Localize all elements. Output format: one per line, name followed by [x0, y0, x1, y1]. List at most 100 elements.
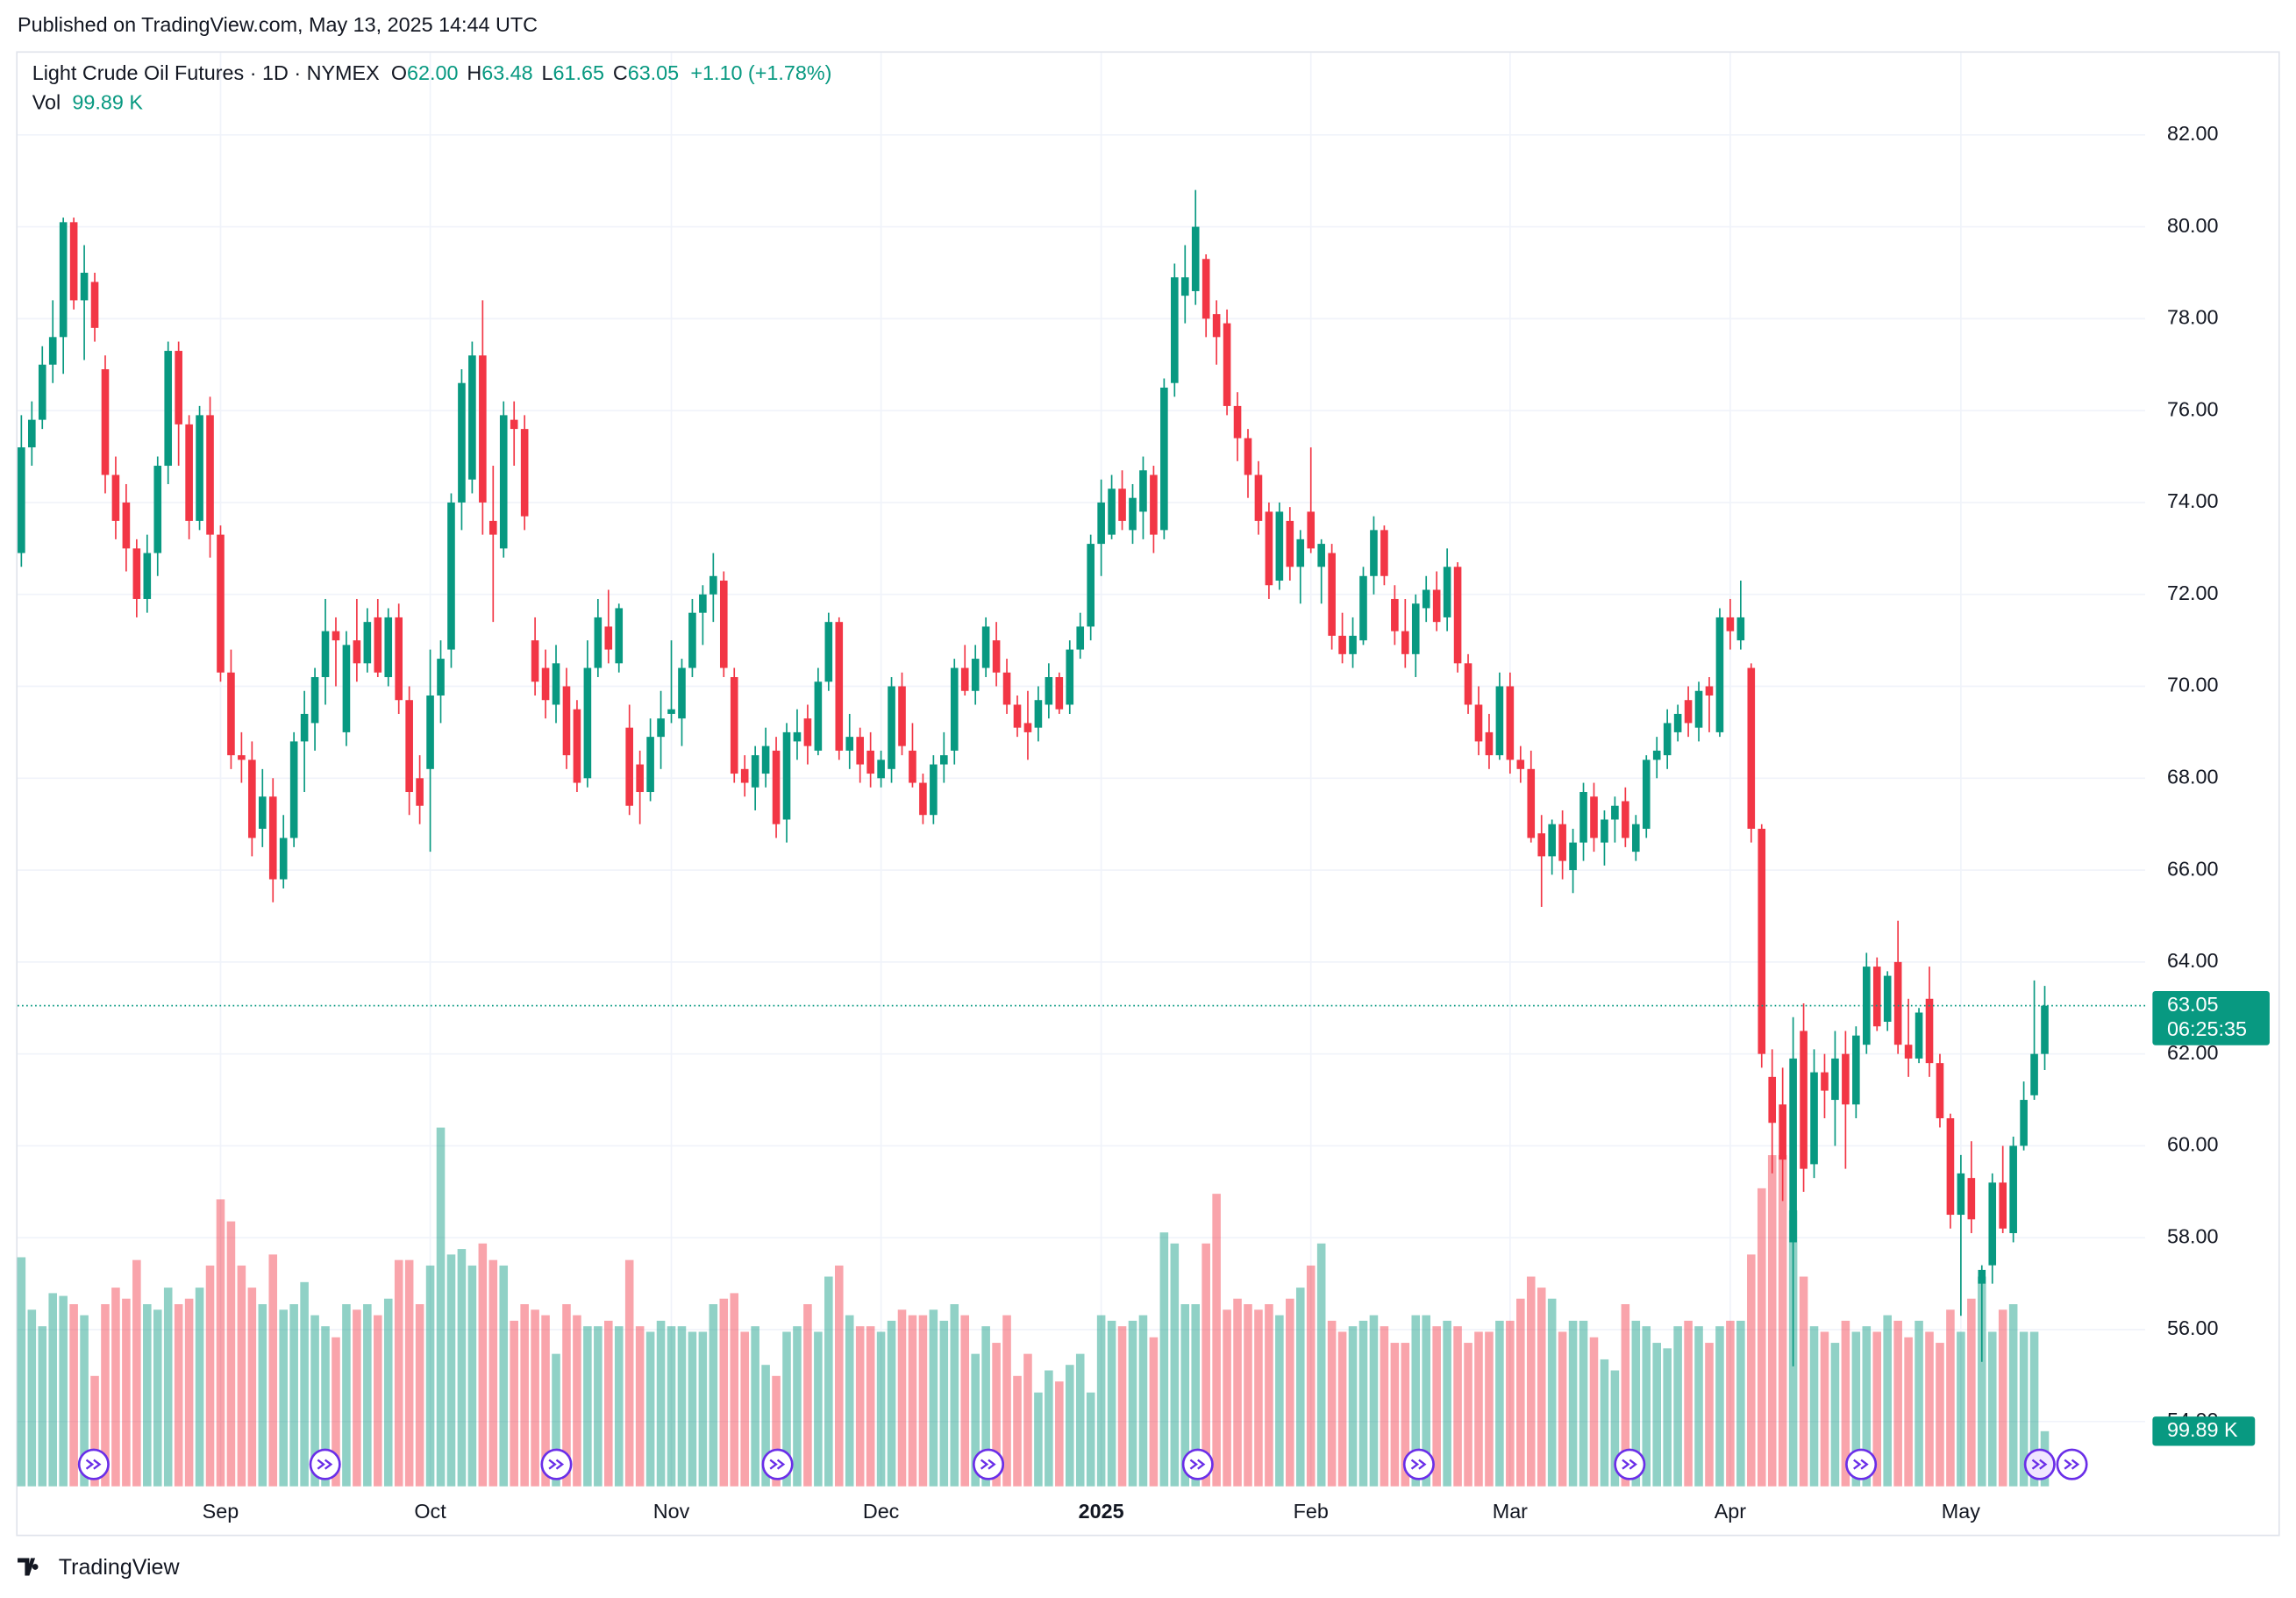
volume-bar	[614, 1326, 624, 1487]
candle-body	[1002, 672, 1011, 705]
volume-bar	[1642, 1326, 1651, 1487]
candle-body	[877, 760, 885, 779]
volume-bar	[1631, 1320, 1641, 1487]
volume-bar	[1547, 1298, 1557, 1487]
candle-body	[1999, 1182, 2007, 1229]
candle-body	[1118, 489, 1126, 521]
volume-bar	[404, 1259, 414, 1487]
volume-bar	[1589, 1337, 1599, 1487]
volume-bar	[845, 1315, 854, 1487]
candle-body	[268, 796, 277, 880]
candle-body	[1758, 828, 1766, 1054]
candle-body	[289, 741, 298, 838]
volume-bar	[38, 1326, 47, 1487]
legend-key: O	[391, 61, 407, 84]
event-icon-glyph	[769, 1459, 786, 1470]
candle-body	[1622, 801, 1629, 838]
volume-bar	[1086, 1392, 1095, 1487]
volume-bar	[363, 1303, 372, 1487]
volume-bar	[1925, 1331, 1934, 1487]
candle-body	[699, 594, 707, 613]
candle-body	[1831, 1058, 1839, 1101]
volume-bar	[1652, 1343, 1661, 1487]
volume-bar	[782, 1331, 791, 1487]
candle-body	[1694, 690, 1703, 728]
volume-bar	[855, 1326, 865, 1487]
x-tick-label: May	[1942, 1500, 1980, 1523]
candle-body	[1569, 842, 1577, 871]
volume-bar	[1841, 1320, 1850, 1487]
event-icon-glyph	[85, 1459, 102, 1470]
volume-bar	[541, 1315, 550, 1487]
volume-bar	[1809, 1326, 1819, 1487]
candle-body	[531, 640, 539, 682]
legend-open: 62.00	[407, 61, 458, 84]
volume-bar	[876, 1331, 886, 1487]
volume-bar	[1107, 1320, 1116, 1487]
volume-bar	[499, 1265, 509, 1487]
candle-body	[1967, 1178, 1976, 1220]
candle-body	[1432, 589, 1441, 623]
volume-bar	[1096, 1315, 1106, 1487]
event-icon-glyph	[1189, 1459, 1206, 1470]
volume-bar	[80, 1315, 89, 1487]
x-tick-label: Oct	[414, 1500, 446, 1523]
candle-body	[1401, 631, 1409, 654]
volume-bar	[1223, 1309, 1231, 1487]
volume-bar	[1212, 1194, 1221, 1487]
volume-bar	[48, 1293, 57, 1487]
candle-body	[1736, 617, 1745, 641]
volume-bar	[478, 1243, 488, 1487]
volume-bar	[374, 1315, 382, 1487]
candle-body	[1715, 617, 1724, 732]
volume-bar	[887, 1320, 896, 1487]
x-tick-label: Mar	[1493, 1500, 1528, 1523]
candle-body	[1023, 723, 1032, 732]
volume-bar	[1453, 1326, 1462, 1487]
volume-bar	[1265, 1303, 1273, 1487]
candle-body	[1842, 1053, 1850, 1105]
volume-bar	[1180, 1303, 1190, 1487]
candle-body	[1872, 967, 1881, 1027]
event-icon-glyph	[1853, 1459, 1869, 1470]
volume-bar	[960, 1315, 970, 1487]
candle-body	[447, 502, 455, 650]
volume-bar	[1128, 1320, 1137, 1487]
y-tick-label: 82.00	[2167, 122, 2218, 145]
volume-bar	[834, 1265, 844, 1487]
volume-bar	[1893, 1320, 1902, 1487]
legend-close: 63.05	[628, 61, 679, 84]
legend-volume: 99.89 K	[72, 91, 143, 114]
candle-body	[1265, 511, 1273, 586]
y-tick-label: 76.00	[2167, 397, 2218, 420]
candle-body	[1066, 649, 1074, 705]
volume-bar	[1516, 1298, 1525, 1487]
candle-body	[238, 755, 246, 760]
volume-bar	[1526, 1276, 1536, 1487]
candle-body	[981, 626, 990, 668]
candle-body	[1097, 502, 1105, 545]
candle-body	[122, 502, 131, 549]
candle-body	[761, 745, 770, 774]
y-tick-label: 58.00	[2167, 1224, 2218, 1247]
y-tick-label: 64.00	[2167, 949, 2218, 972]
volume-bar	[1862, 1326, 1872, 1487]
volume-bar	[1946, 1309, 1955, 1487]
candle-body	[1800, 1031, 1808, 1169]
candle-body	[1957, 1173, 1965, 1216]
volume-bar	[1736, 1320, 1745, 1487]
x-tick-label: Apr	[1715, 1500, 1747, 1523]
volume-bar	[1694, 1326, 1703, 1487]
volume-bar	[1851, 1331, 1861, 1487]
volume-bar	[1485, 1331, 1494, 1487]
candle-body	[1254, 474, 1263, 521]
volume-bar	[751, 1326, 759, 1487]
volume-bar	[268, 1254, 278, 1487]
candle-body	[562, 686, 571, 756]
volume-bar	[1422, 1315, 1430, 1487]
volume-bar	[2019, 1331, 2029, 1487]
event-icon-glyph	[1622, 1459, 1637, 1470]
volume-bar	[1998, 1309, 2007, 1487]
candle-body	[196, 415, 203, 521]
volume-badge-label: 99.89 K	[2167, 1418, 2238, 1441]
